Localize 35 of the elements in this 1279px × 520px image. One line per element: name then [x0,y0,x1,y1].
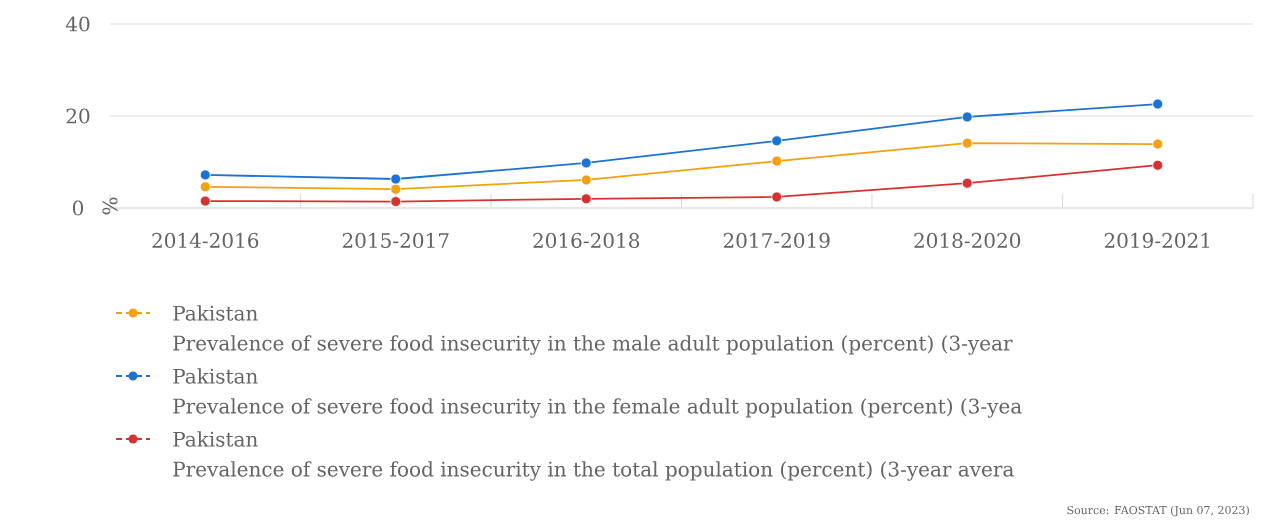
x-tick-label: 2017-2019 [723,232,830,248]
x-tick-label: 2019-2021 [1104,232,1210,248]
text: Prevalence of severe food insecurity in the female adult population (percent) (3-yea [173,398,1022,418]
legend-label: Pakistan [173,368,258,384]
point [580,193,592,205]
x-tick-label: 2014-2016 [152,232,259,248]
point [390,183,402,195]
point [961,137,973,149]
y-tick-label: 20 [66,108,90,124]
point [580,157,592,169]
point [199,181,211,193]
y-tick-label: 0 [72,200,84,216]
x-tick-label: 2016-2018 [533,232,640,248]
point [771,191,783,203]
legend-label: Pakistan [173,431,258,447]
point [199,195,211,207]
point [390,196,402,207]
point [1152,98,1164,110]
y-axis-title: % [102,197,118,215]
text: Prevalence of severe food insecurity in the total population (percent) (3-year avera [173,461,1014,481]
point [580,174,592,186]
point [1152,159,1164,171]
x-tick-label: 2015-2017 [342,232,449,248]
point [961,111,973,123]
text: Prevalence of severe food insecurity in the male adult population (percent) (3-year [173,335,1013,355]
point [771,155,783,167]
point [199,169,211,181]
point [961,177,973,189]
legend-label: Pakistan [173,305,258,321]
point [771,135,783,147]
point [390,173,402,185]
source-note: Source: FAOSTAT (Jun 07, 2023) [1067,505,1249,517]
x-tick-label: 2018-2020 [914,232,1021,248]
point [1152,138,1164,150]
y-tick-label: 40 [65,16,90,32]
